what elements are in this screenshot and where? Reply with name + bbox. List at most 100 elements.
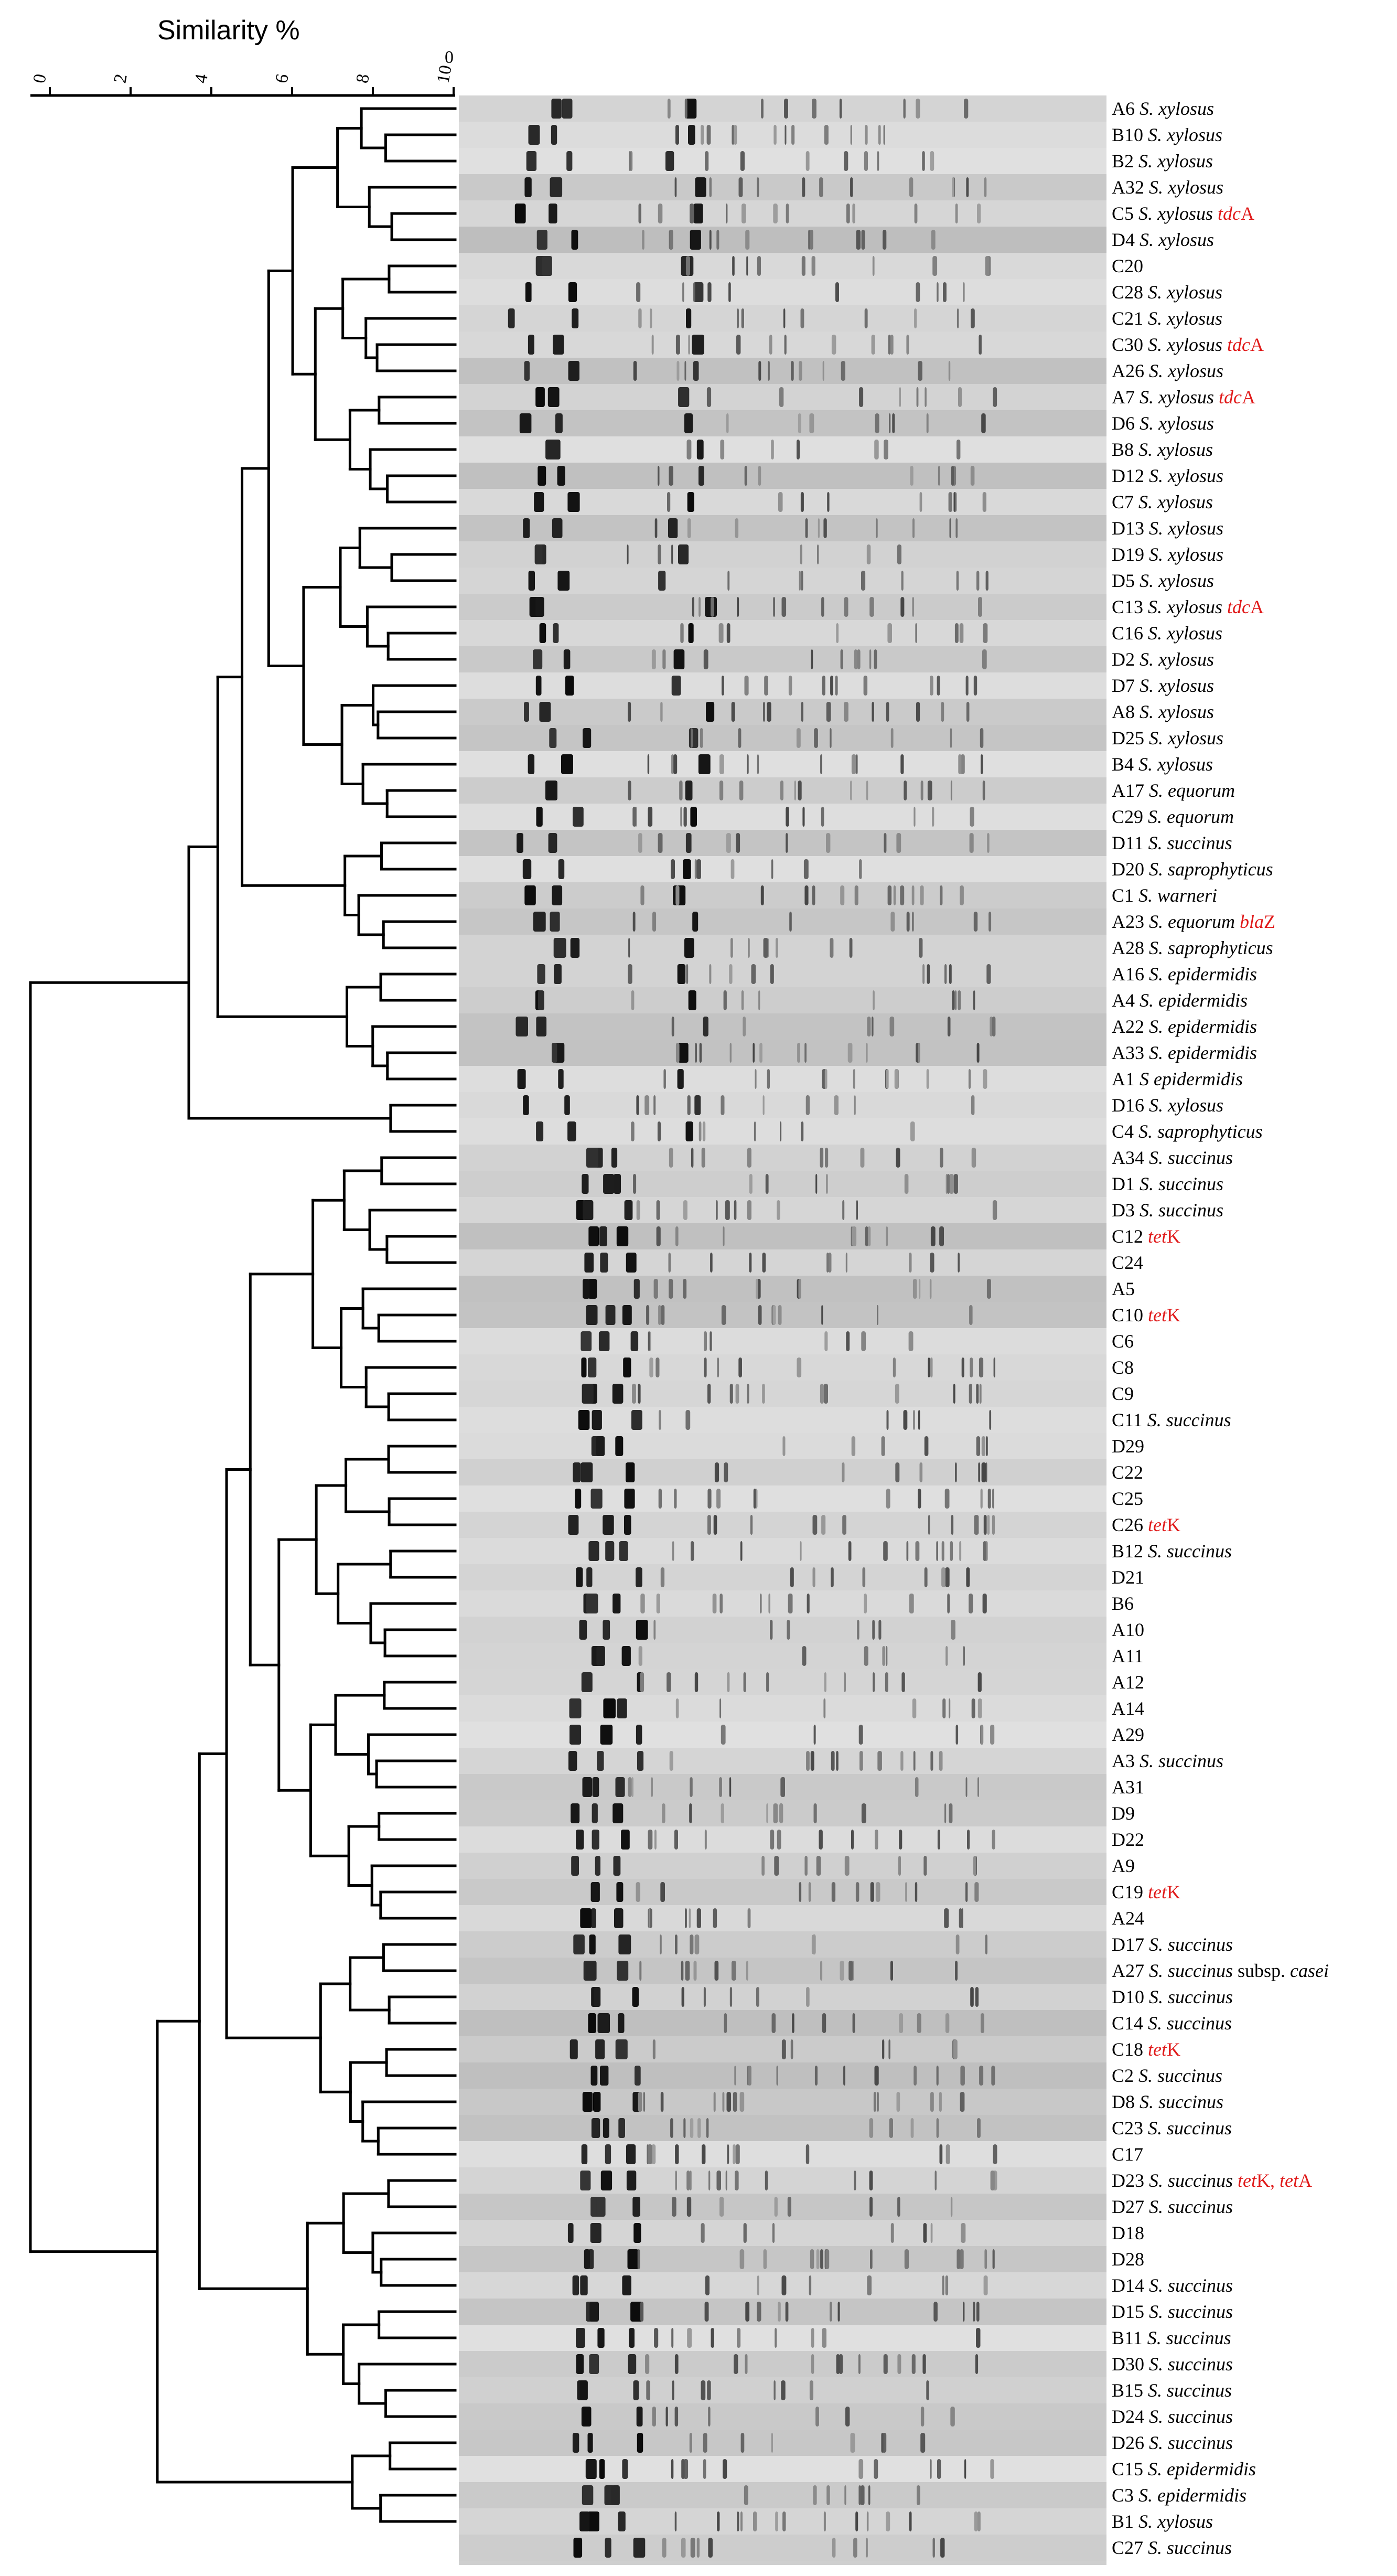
gel-band — [726, 413, 729, 433]
gene-marker: blaZ — [1240, 911, 1276, 932]
gel-band — [985, 571, 988, 591]
gel-band — [651, 2144, 656, 2164]
gel-band — [730, 859, 735, 879]
gel-band — [567, 492, 580, 512]
gel-band — [904, 781, 907, 800]
gel-band — [724, 2013, 727, 2033]
gel-band — [596, 1646, 605, 1666]
lane-label: C26 tetK — [1112, 1514, 1180, 1535]
gel-band — [669, 1279, 673, 1299]
gel-band — [688, 623, 694, 643]
gel-band — [886, 702, 889, 722]
gel-band — [960, 2249, 964, 2269]
gel-band — [983, 1069, 987, 1089]
gel-band — [651, 1777, 653, 1797]
gel-band — [631, 1121, 635, 1141]
lane-label: C15 S. epidermidis — [1112, 2459, 1256, 2479]
gel-band — [586, 1148, 598, 1168]
gel-band — [922, 964, 925, 984]
lane-label: D25 S. xylosus — [1112, 728, 1223, 749]
gel-band — [761, 1856, 765, 1876]
gel-band — [684, 938, 694, 958]
gel-band — [743, 1017, 746, 1036]
gel-band — [912, 518, 915, 538]
lane-label: A1 S epidermidis — [1112, 1068, 1243, 1089]
gel-band — [656, 1200, 660, 1220]
gel-band — [758, 990, 760, 1010]
gel-band — [906, 335, 909, 355]
gel-band — [824, 1331, 828, 1351]
gel-band — [612, 1594, 621, 1613]
gel-band — [786, 204, 789, 223]
gel-band — [785, 125, 787, 145]
gel-band — [645, 2354, 650, 2374]
gel-band — [729, 964, 733, 984]
gel-band — [605, 2538, 611, 2558]
gel-band — [799, 571, 801, 591]
gel-band — [514, 204, 526, 223]
lane-label: C27 S. succinus — [1112, 2537, 1232, 2558]
gel-band — [536, 807, 543, 827]
gel-band — [895, 1384, 899, 1404]
gel-band — [633, 2538, 646, 2558]
gel-band — [861, 1803, 866, 1823]
gel-band — [688, 335, 690, 355]
gel-band — [812, 1567, 815, 1587]
gel-band — [583, 1279, 590, 1299]
gel-band — [949, 518, 951, 538]
gel-lane — [459, 1223, 1106, 1249]
lane-label: D2 S. xylosus — [1112, 649, 1214, 670]
gel-band — [537, 964, 545, 984]
lane-label: A9 — [1112, 1855, 1135, 1876]
gel-band — [806, 1751, 810, 1771]
lane-label: C25 — [1112, 1488, 1144, 1509]
gel-lane — [459, 2246, 1106, 2272]
gel-band — [961, 1358, 964, 1377]
gel-band — [915, 623, 917, 643]
gel-band — [839, 99, 842, 119]
gel-band — [584, 2249, 590, 2269]
gel-band — [809, 2275, 812, 2295]
gel-band — [804, 1856, 808, 1876]
gel-band — [624, 1515, 631, 1535]
gel-lane — [459, 515, 1106, 541]
gel-band — [961, 2223, 966, 2243]
gel-band — [937, 676, 940, 696]
gel-band — [657, 1121, 661, 1141]
gel-band — [945, 2275, 949, 2295]
gel-band — [683, 807, 687, 827]
gel-lane — [459, 1984, 1106, 2010]
gel-band — [748, 2066, 751, 2086]
gel-band — [764, 676, 768, 696]
gel-band — [753, 2511, 757, 2531]
gel-band — [525, 282, 532, 302]
lane-label: B11 S. succinus — [1112, 2327, 1231, 2348]
gel-band — [669, 1751, 673, 1771]
gel-band — [692, 912, 698, 932]
gel-band — [881, 1436, 885, 1456]
gel-band — [810, 230, 813, 250]
gel-band — [587, 2511, 599, 2531]
gel-lane — [459, 122, 1106, 148]
gel-band — [739, 781, 744, 800]
gel-band — [628, 964, 632, 984]
gel-band — [712, 1594, 717, 1613]
gel-band — [581, 1462, 593, 1482]
gel-band — [755, 1069, 757, 1089]
gel-band — [589, 1934, 596, 1954]
gel-band — [863, 676, 868, 696]
gel-band — [686, 440, 692, 459]
gel-band — [974, 1515, 979, 1535]
gel-band — [922, 2354, 926, 2374]
gel-band — [709, 964, 712, 984]
gel-band — [850, 2433, 855, 2453]
gel-band — [660, 1882, 665, 1902]
gel-band — [740, 1541, 743, 1561]
gel-band — [570, 938, 580, 958]
lane-label: D20 S. saprophyticus — [1112, 859, 1273, 880]
gel-lane — [459, 1853, 1106, 1879]
gel-band — [638, 308, 642, 328]
lane-label: D7 S. xylosus — [1112, 675, 1214, 696]
gel-band — [576, 2328, 585, 2348]
gel-band — [929, 1279, 932, 1299]
